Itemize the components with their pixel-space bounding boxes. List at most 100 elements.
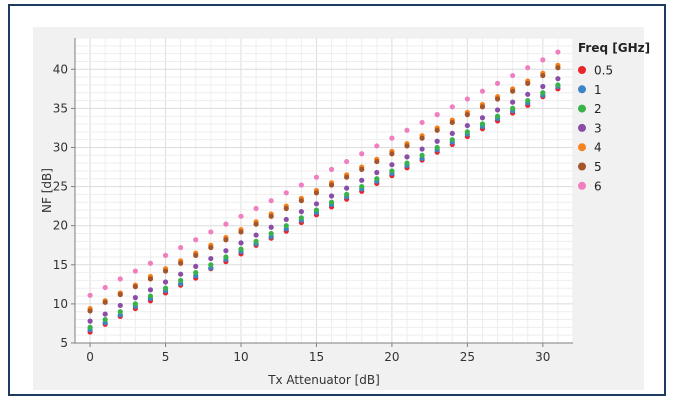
legend-label: 5 bbox=[594, 160, 602, 174]
data-point-6 bbox=[313, 174, 320, 180]
data-point-3 bbox=[525, 91, 531, 97]
data-point-6 bbox=[283, 190, 289, 196]
data-point-5 bbox=[147, 276, 154, 282]
x-tick-label: 20 bbox=[384, 350, 399, 364]
data-point-2 bbox=[223, 254, 229, 260]
x-tick-label: 0 bbox=[86, 350, 94, 364]
data-point-5 bbox=[298, 198, 304, 204]
data-point-5 bbox=[223, 237, 229, 243]
legend-label: 6 bbox=[594, 179, 602, 193]
data-point-5 bbox=[162, 268, 169, 274]
data-point-6 bbox=[359, 151, 365, 157]
data-point-5 bbox=[374, 158, 380, 165]
legend-marker bbox=[578, 104, 586, 113]
data-point-6 bbox=[419, 119, 425, 126]
data-point-3 bbox=[283, 216, 289, 223]
data-point-3 bbox=[419, 146, 425, 152]
data-point-6 bbox=[102, 284, 108, 291]
data-point-3 bbox=[178, 271, 184, 277]
data-point-2 bbox=[87, 324, 93, 330]
tick-labels: 0 5 10 15 20 25 30 5 10 15 20 25 30 35 40 bbox=[53, 62, 551, 364]
data-point-3 bbox=[238, 240, 244, 246]
legend-label: 0.5 bbox=[594, 64, 613, 78]
data-point-5 bbox=[389, 151, 395, 157]
data-point-6 bbox=[555, 49, 561, 55]
data-point-6 bbox=[132, 268, 138, 274]
data-point-2 bbox=[464, 129, 470, 135]
data-point-5 bbox=[87, 308, 93, 314]
data-point-3 bbox=[404, 154, 410, 160]
data-point-2 bbox=[389, 168, 395, 174]
data-point-3 bbox=[494, 107, 501, 113]
y-axis-title: NF [dB] bbox=[40, 168, 54, 213]
data-point-6 bbox=[464, 96, 470, 102]
data-point-6 bbox=[449, 104, 455, 110]
data-point-6 bbox=[510, 72, 516, 79]
data-point-3 bbox=[223, 248, 229, 254]
data-point-2 bbox=[253, 238, 259, 244]
data-point-2 bbox=[510, 105, 516, 111]
data-point-2 bbox=[178, 277, 184, 284]
x-tick-label: 5 bbox=[162, 350, 170, 364]
data-point-2 bbox=[419, 152, 425, 158]
legend-label: 4 bbox=[594, 141, 602, 155]
data-point-2 bbox=[313, 207, 320, 213]
y-tick-label: 40 bbox=[53, 62, 68, 76]
x-tick-label: 25 bbox=[460, 350, 475, 364]
data-point-5 bbox=[555, 65, 561, 71]
data-point-2 bbox=[147, 293, 154, 299]
data-point-2 bbox=[479, 121, 486, 127]
data-point-2 bbox=[328, 199, 335, 205]
data-point-2 bbox=[283, 223, 289, 229]
plot-area bbox=[75, 38, 573, 343]
data-point-2 bbox=[374, 176, 380, 182]
data-point-2 bbox=[494, 113, 501, 119]
data-point-3 bbox=[389, 162, 395, 168]
data-point-2 bbox=[238, 246, 244, 252]
data-point-5 bbox=[238, 229, 244, 235]
data-point-5 bbox=[313, 190, 320, 196]
data-point-3 bbox=[117, 302, 123, 309]
legend-marker bbox=[578, 85, 586, 94]
data-point-3 bbox=[464, 122, 470, 129]
data-point-2 bbox=[102, 316, 108, 323]
y-tick-label: 15 bbox=[53, 258, 68, 272]
x-axis-title: Tx Attenuator [dB] bbox=[267, 373, 380, 387]
data-point-3 bbox=[132, 295, 138, 301]
data-point-6 bbox=[374, 143, 380, 149]
data-point-2 bbox=[132, 301, 138, 307]
data-point-3 bbox=[253, 232, 259, 238]
data-point-6 bbox=[193, 237, 199, 243]
data-point-5 bbox=[419, 135, 425, 141]
x-tick-label: 15 bbox=[309, 350, 324, 364]
y-tick-label: 35 bbox=[53, 101, 68, 115]
data-point-6 bbox=[525, 65, 531, 71]
data-point-5 bbox=[132, 284, 138, 290]
data-point-6 bbox=[117, 276, 123, 282]
data-point-5 bbox=[344, 174, 350, 180]
legend-label: 2 bbox=[594, 102, 602, 116]
data-point-3 bbox=[313, 201, 320, 207]
data-point-6 bbox=[479, 88, 486, 94]
legend-label: 1 bbox=[594, 83, 602, 97]
legend-marker bbox=[578, 181, 586, 190]
data-point-5 bbox=[494, 96, 501, 102]
axes bbox=[74, 38, 573, 344]
data-point-6 bbox=[494, 80, 501, 86]
data-point-6 bbox=[223, 221, 229, 227]
data-point-5 bbox=[464, 112, 470, 118]
data-point-6 bbox=[434, 112, 440, 118]
legend-title: Freq [GHz] bbox=[578, 41, 650, 55]
data-point-3 bbox=[359, 177, 365, 183]
data-point-3 bbox=[102, 311, 108, 317]
x-tick-label: 10 bbox=[233, 350, 248, 364]
data-point-5 bbox=[540, 72, 546, 79]
data-point-2 bbox=[404, 160, 410, 166]
data-point-2 bbox=[117, 309, 123, 315]
data-point-5 bbox=[253, 221, 259, 227]
data-point-3 bbox=[193, 263, 199, 269]
data-point-6 bbox=[404, 127, 410, 133]
legend: Freq [GHz] 0.5 1 2 3 4 5 6 bbox=[578, 41, 650, 193]
legend-marker bbox=[578, 162, 586, 171]
